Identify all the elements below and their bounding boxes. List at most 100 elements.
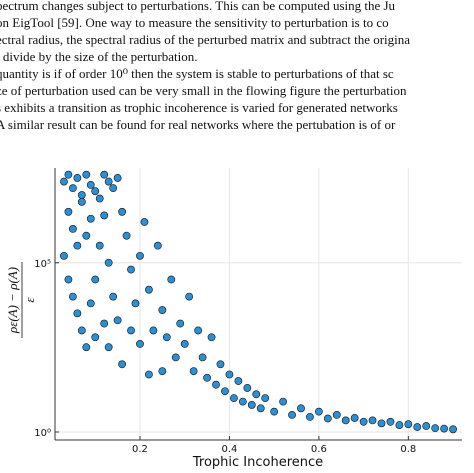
x-tick-label: 0.6	[311, 444, 327, 455]
point	[198, 353, 207, 362]
point	[95, 241, 104, 250]
point	[145, 285, 153, 294]
point	[368, 416, 377, 425]
point	[104, 177, 113, 186]
point	[73, 309, 82, 318]
point	[221, 387, 229, 396]
point	[212, 380, 220, 389]
point	[153, 241, 162, 250]
y-label-numerator: ρε(A) − ρ(A)	[5, 267, 20, 334]
point	[68, 292, 77, 301]
point	[91, 187, 100, 196]
point	[203, 373, 211, 382]
point	[158, 306, 167, 314]
text-line: pectrum changes subject to perturbations…	[0, 0, 396, 13]
text-line: ze of perturbation used can be very smal…	[0, 83, 407, 98]
point	[100, 211, 109, 220]
point	[118, 207, 126, 216]
point	[86, 180, 95, 189]
y-label-denominator: ε	[22, 297, 37, 303]
point	[91, 275, 100, 284]
point	[270, 407, 279, 416]
point	[158, 367, 167, 375]
point	[332, 410, 341, 419]
point	[404, 420, 413, 429]
point	[306, 412, 314, 421]
point	[109, 184, 118, 193]
point	[127, 265, 135, 274]
text-line: A similar result can be found for real n…	[0, 117, 396, 132]
text-line: quantity is if of order 10⁰ then the sys…	[0, 66, 394, 81]
point	[189, 367, 198, 375]
point	[64, 170, 73, 179]
point	[82, 343, 91, 352]
point	[350, 414, 359, 422]
point	[60, 251, 68, 260]
point	[252, 390, 261, 399]
x-tick-label: 0.4	[221, 444, 237, 455]
point	[386, 417, 395, 426]
point	[413, 423, 422, 431]
point	[104, 258, 113, 267]
point	[122, 231, 131, 240]
point	[422, 422, 431, 430]
point	[100, 319, 109, 328]
text-line: l divide by the size of the perturbation…	[0, 49, 197, 64]
point	[136, 251, 144, 260]
point	[225, 370, 234, 379]
point	[440, 424, 449, 433]
point	[149, 326, 158, 335]
point	[185, 292, 194, 301]
text-line: s exhibits a transition as trophic incoh…	[0, 100, 398, 115]
point	[171, 353, 180, 362]
point	[77, 191, 86, 199]
point	[140, 218, 149, 226]
paragraph: pectrum changes subject to perturbations…	[0, 0, 410, 132]
point	[297, 404, 305, 413]
point	[234, 377, 243, 385]
y-axis-label: ρε(A) − ρ(A) ε	[5, 262, 37, 338]
point	[64, 207, 73, 216]
point	[73, 241, 82, 250]
point	[359, 417, 368, 426]
point	[86, 214, 95, 223]
point	[180, 340, 189, 348]
point	[162, 333, 171, 342]
point	[395, 421, 404, 429]
point	[341, 416, 350, 425]
point	[288, 410, 296, 419]
point	[73, 174, 82, 182]
y-tick-label: 10⁵	[34, 259, 51, 270]
chart: 0.2 0.4 0.6 0.8 10⁰ 10⁵	[34, 168, 462, 455]
point	[238, 397, 247, 406]
point	[167, 275, 176, 284]
point	[82, 170, 91, 179]
point	[86, 299, 95, 308]
point	[113, 174, 122, 182]
point	[95, 194, 104, 203]
point	[279, 397, 287, 406]
point	[247, 401, 256, 409]
text-line: on EigTool [59]. One way to measure the …	[0, 15, 389, 30]
point	[377, 419, 386, 428]
point	[131, 299, 140, 308]
point	[230, 394, 238, 403]
y-tick-label: 10⁰	[34, 428, 51, 439]
point	[64, 275, 73, 284]
point	[314, 407, 323, 416]
point	[82, 231, 91, 240]
point	[68, 225, 77, 233]
point	[194, 326, 203, 335]
point	[113, 316, 122, 325]
x-axis-label: Trophic Incoherence	[192, 455, 323, 470]
x-tick-label: 0.2	[132, 444, 148, 455]
point	[136, 340, 144, 348]
point	[77, 197, 86, 206]
point	[431, 424, 440, 433]
point	[127, 326, 135, 335]
point	[243, 384, 252, 392]
point	[60, 177, 68, 186]
x-tick-label: 0.8	[400, 444, 416, 455]
